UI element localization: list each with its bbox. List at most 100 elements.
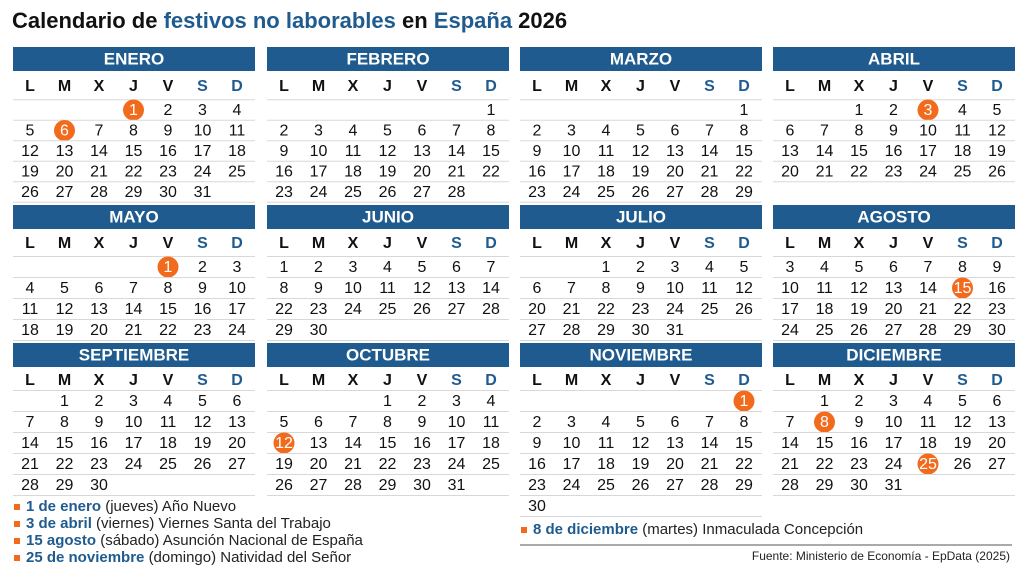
month-name: AGOSTO	[857, 207, 930, 226]
day-number: 11	[229, 123, 246, 140]
day-number: 29	[816, 477, 834, 494]
month-header	[773, 205, 1015, 229]
day-number: 7	[820, 123, 829, 140]
day-number: 31	[448, 477, 466, 494]
day-number: 24	[228, 322, 246, 339]
day-number: 5	[855, 259, 864, 276]
month-name: JULIO	[616, 207, 666, 226]
weekday-label: V	[417, 235, 428, 252]
weekday-label: V	[923, 372, 934, 389]
day-number: 27	[885, 322, 903, 339]
day-number: 16	[988, 280, 1006, 297]
day-number: 31	[885, 477, 903, 494]
day-number: 15	[816, 435, 834, 452]
day-number: 22	[56, 456, 74, 473]
day-number: 21	[21, 456, 39, 473]
day-number: 14	[125, 301, 143, 318]
day-number: 8	[820, 414, 829, 431]
holiday-marker	[814, 411, 835, 433]
day-number: 19	[21, 164, 39, 181]
day-number: 19	[194, 435, 212, 452]
note-date: 1 de enero	[26, 498, 101, 515]
day-number: 12	[988, 123, 1006, 140]
day-number: 10	[781, 280, 799, 297]
day-number: 21	[816, 164, 834, 181]
day-number: 1	[740, 102, 749, 119]
day-number: 19	[632, 456, 650, 473]
day-number: 19	[56, 322, 74, 339]
day-number: 25	[919, 456, 937, 473]
day-number: 8	[740, 414, 749, 431]
day-number: 5	[958, 393, 967, 410]
day-number: 8	[740, 123, 749, 140]
day-number: 16	[275, 164, 293, 181]
day-number: 17	[194, 143, 212, 160]
day-number: 8	[383, 414, 392, 431]
day-number: 10	[194, 123, 212, 140]
day-number: 21	[448, 164, 466, 181]
day-number: 24	[448, 456, 466, 473]
day-number: 3	[233, 259, 242, 276]
month-name: NOVIEMBRE	[590, 345, 693, 364]
day-number: 24	[344, 301, 362, 318]
day-number: 9	[198, 280, 207, 297]
day-number: 8	[487, 123, 496, 140]
day-number: 21	[781, 456, 799, 473]
day-number: 6	[671, 123, 680, 140]
day-number: 9	[533, 143, 542, 160]
weekday-label: V	[163, 372, 174, 389]
day-number: 11	[22, 301, 39, 318]
day-number: 16	[159, 143, 177, 160]
day-number: 23	[310, 301, 328, 318]
day-number: 20	[781, 164, 799, 181]
day-number: 1	[820, 393, 829, 410]
day-number: 27	[666, 184, 684, 201]
day-number: 19	[275, 456, 293, 473]
day-number: 13	[56, 143, 74, 160]
day-number: 27	[310, 477, 328, 494]
day-number: 14	[90, 143, 108, 160]
day-number: 5	[418, 259, 427, 276]
day-number: 22	[735, 164, 753, 181]
day-number: 24	[885, 456, 903, 473]
weekday-label: S	[197, 372, 208, 389]
day-number: 23	[413, 456, 431, 473]
day-number: 8	[164, 280, 173, 297]
day-number: 8	[60, 414, 69, 431]
weekday-label: J	[383, 235, 392, 252]
day-number: 6	[993, 393, 1002, 410]
day-number: 14	[21, 435, 39, 452]
note-date: 8 de diciembre	[533, 521, 638, 538]
day-number: 20	[528, 301, 546, 318]
day-number: 23	[194, 322, 212, 339]
day-number: 15	[56, 435, 74, 452]
day-number: 24	[194, 164, 212, 181]
day-number: 3	[452, 393, 461, 410]
day-number: 13	[781, 143, 799, 160]
title-part: festivos no laborables	[164, 8, 396, 33]
day-number: 30	[528, 498, 546, 515]
day-number: 22	[954, 301, 972, 318]
day-number: 31	[194, 184, 212, 201]
day-number: 4	[383, 259, 392, 276]
note: 8 de diciembre (martes) Inmaculada Conce…	[533, 521, 863, 538]
title-part: en	[396, 8, 434, 33]
weekday-label: X	[94, 235, 105, 252]
day-number: 29	[379, 477, 397, 494]
day-number: 23	[850, 456, 868, 473]
day-number: 10	[228, 280, 246, 297]
day-number: 25	[344, 184, 362, 201]
day-number: 14	[448, 143, 466, 160]
month-name: FEBRERO	[346, 49, 429, 68]
day-number: 9	[636, 280, 645, 297]
day-number: 26	[988, 164, 1006, 181]
day-number: 31	[666, 322, 684, 339]
day-number: 14	[482, 280, 500, 297]
day-number: 11	[598, 143, 615, 160]
source: Fuente: Ministerio de Economía - EpData …	[752, 549, 1010, 563]
day-number: 18	[597, 164, 615, 181]
weekday-label: M	[312, 235, 325, 252]
day-number: 17	[125, 435, 143, 452]
